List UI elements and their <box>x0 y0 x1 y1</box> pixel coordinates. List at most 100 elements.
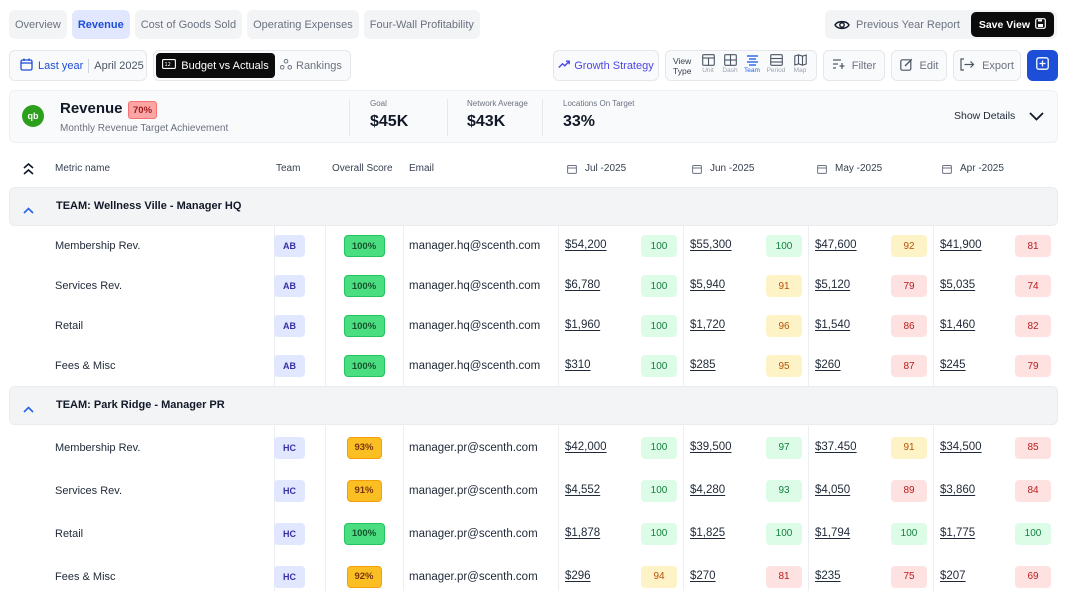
column-divider <box>933 266 934 306</box>
network-average-metric: Network Average $43K <box>467 99 528 131</box>
month-label: Jul -2025 <box>585 163 627 174</box>
month-amount-link[interactable]: $1,540 <box>815 319 851 331</box>
rankings-button[interactable]: Rankings <box>279 53 342 78</box>
eye-icon <box>834 17 850 33</box>
team-header[interactable]: Team <box>276 163 301 174</box>
month-amount-link[interactable]: $37.450 <box>815 440 857 453</box>
column-divider <box>403 226 404 266</box>
month-header-apr[interactable]: Apr -2025 <box>942 163 1004 174</box>
month-label: May -2025 <box>835 163 883 174</box>
month-amount-link[interactable]: $296 <box>565 569 591 582</box>
view-period-option[interactable]: Period <box>765 54 787 74</box>
month-amount-link[interactable]: $1,794 <box>815 526 851 539</box>
month-amount-link[interactable]: $5,035 <box>940 279 976 291</box>
chevron-up-icon[interactable] <box>23 201 34 219</box>
date-range-picker[interactable]: Last year April 2025 <box>9 50 147 81</box>
month-amount-link[interactable]: $1,775 <box>940 526 976 539</box>
column-divider <box>558 346 559 386</box>
column-divider <box>808 306 809 346</box>
column-divider <box>558 226 559 266</box>
view-map-option[interactable]: Map <box>789 54 811 74</box>
month-amount-link[interactable]: $207 <box>940 569 966 582</box>
month-percent-badge: 87 <box>891 355 927 377</box>
team-group-header[interactable]: TEAM: Park Ridge - Manager PR <box>9 386 1058 425</box>
budget-vs-actuals-button[interactable]: 12 Budget vs Actuals <box>156 53 275 78</box>
collapse-all-icon[interactable] <box>23 162 34 178</box>
month-amount-link[interactable]: $285 <box>690 359 716 371</box>
calendar-icon <box>20 58 33 74</box>
view-team-option[interactable]: Team <box>741 54 763 74</box>
month-amount-link[interactable]: $5,940 <box>690 279 726 291</box>
column-divider <box>808 512 809 555</box>
month-amount-link[interactable]: $235 <box>815 569 841 582</box>
previous-year-report-toggle[interactable]: Previous Year Report Save View <box>825 10 1057 39</box>
month-header-may[interactable]: May -2025 <box>817 163 882 174</box>
month-amount-link[interactable]: $1,878 <box>565 526 601 539</box>
tab-four-wall-profitability[interactable]: Four-Wall Profitability <box>363 10 480 39</box>
month-amount-link[interactable]: $270 <box>690 569 716 582</box>
tab-cost-of-goods-sold[interactable]: Cost of Goods Sold <box>134 10 243 39</box>
month-amount-link[interactable]: $1,720 <box>690 319 726 331</box>
column-divider <box>325 469 326 512</box>
month-amount-link[interactable]: $4,050 <box>815 483 851 496</box>
metric-name-header[interactable]: Metric name <box>55 163 111 174</box>
export-button[interactable]: Export <box>953 50 1021 81</box>
growth-strategy-button[interactable]: Growth Strategy <box>553 50 659 81</box>
tab-overview[interactable]: Overview <box>9 10 67 39</box>
month-amount-link[interactable]: $54,200 <box>565 239 607 251</box>
chevron-up-icon[interactable] <box>23 400 34 418</box>
column-divider <box>933 306 934 346</box>
month-header-jul[interactable]: Jul -2025 <box>567 163 626 174</box>
column-divider <box>683 512 684 555</box>
chevron-down-icon[interactable] <box>1029 108 1044 126</box>
tab-operating-expenses[interactable]: Operating Expenses <box>247 10 359 39</box>
view-type-label: View Type <box>673 56 692 76</box>
tab-revenue[interactable]: Revenue <box>71 10 130 39</box>
toolbar: Last year April 2025 12 Budget vs Actual… <box>0 50 1069 82</box>
month-amount-link[interactable]: $39,500 <box>690 440 732 453</box>
column-divider <box>933 346 934 386</box>
month-amount-link[interactable]: $55,300 <box>690 239 732 251</box>
overall-score-badge: 100% <box>343 235 385 257</box>
svg-text:12: 12 <box>165 62 171 68</box>
table-row: Fees & Misc AB 100% manager.hq@scenth.com $3… <box>0 346 1069 386</box>
metric-name: Services Rev. <box>55 484 123 497</box>
column-divider <box>403 512 404 555</box>
column-divider <box>403 346 404 386</box>
month-amount-link[interactable]: $3,860 <box>940 483 976 496</box>
month-amount-link[interactable]: $4,280 <box>690 483 726 496</box>
column-divider <box>808 266 809 306</box>
month-amount-link[interactable]: $1,960 <box>565 319 601 331</box>
month-amount-link[interactable]: $6,780 <box>565 279 601 291</box>
view-dash-option[interactable]: Dash <box>719 54 741 74</box>
month-percent-badge: 100 <box>766 235 802 257</box>
summary-subtitle: Monthly Revenue Target Achievement <box>60 123 229 134</box>
month-amount-link[interactable]: $47,600 <box>815 239 857 251</box>
table-header: Metric name Team Overall Score Email Jul… <box>0 155 1069 183</box>
team-group-header[interactable]: TEAM: Wellness Ville - Manager HQ <box>9 187 1058 226</box>
add-button[interactable] <box>1027 50 1058 81</box>
metric-name: Fees & Misc <box>55 570 116 583</box>
column-divider <box>325 555 326 591</box>
month-amount-link[interactable]: $1,460 <box>940 319 976 331</box>
month-amount-link[interactable]: $1,825 <box>690 526 726 539</box>
column-divider <box>403 555 404 591</box>
month-amount-link[interactable]: $5,120 <box>815 279 851 291</box>
month-amount-link[interactable]: $41,900 <box>940 239 982 251</box>
view-unit-option[interactable]: Unit <box>697 54 719 74</box>
overall-score-header[interactable]: Overall Score <box>332 163 393 174</box>
month-amount-link[interactable]: $310 <box>565 359 591 371</box>
month-amount-link[interactable]: $34,500 <box>940 440 982 453</box>
show-details-button[interactable]: Show Details <box>954 110 1016 122</box>
month-amount-link[interactable]: $42,000 <box>565 440 607 453</box>
column-divider <box>683 306 684 346</box>
email-header[interactable]: Email <box>409 163 435 174</box>
month-amount-link[interactable]: $260 <box>815 359 841 371</box>
save-view-button[interactable]: Save View <box>970 12 1054 37</box>
edit-button[interactable]: Edit <box>891 50 947 81</box>
month-header-jun[interactable]: Jun -2025 <box>692 163 754 174</box>
month-amount-link[interactable]: $4,552 <box>565 483 601 496</box>
filter-button[interactable]: Filter <box>823 50 885 81</box>
column-divider <box>558 306 559 346</box>
month-amount-link[interactable]: $245 <box>940 359 966 371</box>
